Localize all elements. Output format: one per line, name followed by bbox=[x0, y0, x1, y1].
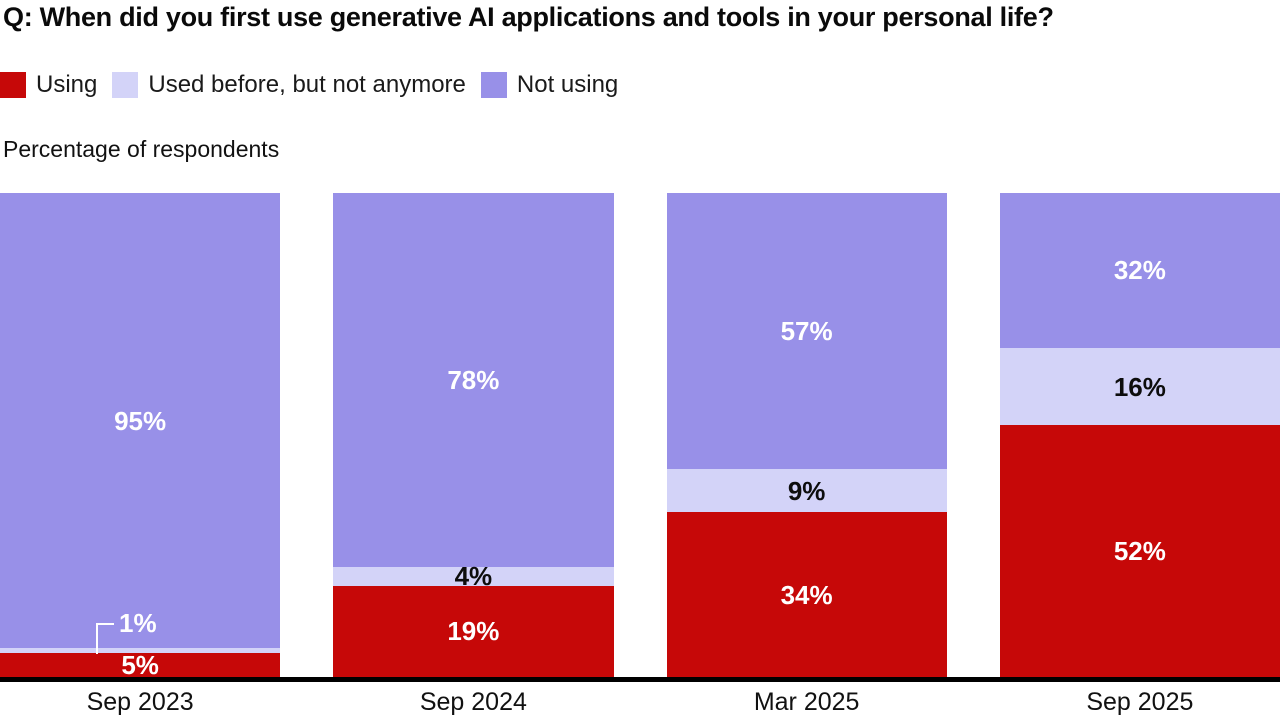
axis-title: Percentage of respondents bbox=[3, 136, 280, 162]
x-tick-sep-2024: Sep 2024 bbox=[419, 688, 527, 716]
segment-used-before: 4% bbox=[333, 563, 614, 589]
bar-sep-2023: 95% 5% 1% bbox=[0, 193, 281, 681]
x-tick-sep-2023: Sep 2023 bbox=[86, 688, 194, 716]
segment-used-before: 9% bbox=[666, 468, 947, 513]
value-label: 57% bbox=[780, 315, 833, 346]
value-label: 78% bbox=[447, 364, 500, 395]
segment-using: 19% bbox=[333, 585, 614, 677]
segment-used-before bbox=[0, 648, 281, 654]
bar-sep-2024: 78% 4% 19% bbox=[333, 193, 614, 677]
segment-using: 52% bbox=[999, 425, 1280, 677]
legend-swatch-used-before-icon bbox=[112, 72, 139, 98]
segment-not-using: 32% bbox=[999, 193, 1280, 348]
segment-not-using: 78% bbox=[333, 193, 614, 567]
value-label: 34% bbox=[780, 579, 833, 610]
stacked-bar-chart: 95% 5% 1% 78% 4% 19% 57% bbox=[0, 193, 1280, 681]
segment-not-using: 95% bbox=[0, 193, 281, 649]
legend-item-not-using: Not using bbox=[480, 71, 619, 99]
value-label: 9% bbox=[787, 475, 826, 506]
legend-label-not-using: Not using bbox=[516, 71, 619, 98]
segment-not-using: 57% bbox=[666, 193, 947, 469]
value-label: 95% bbox=[114, 405, 167, 436]
bar-sep-2025: 32% 16% 52% bbox=[999, 193, 1280, 677]
value-label: 52% bbox=[1113, 536, 1166, 567]
value-label: 19% bbox=[447, 616, 500, 647]
bar-mar-2025: 57% 9% 34% bbox=[666, 193, 947, 677]
value-label: 4% bbox=[454, 561, 493, 592]
legend-swatch-using-icon bbox=[0, 72, 26, 98]
page-title: Q: When did you first use generative AI … bbox=[3, 2, 1054, 32]
legend-label-used-before: Used before, but not anymore bbox=[148, 71, 466, 98]
segment-used-before: 16% bbox=[999, 347, 1280, 426]
legend-swatch-not-using-icon bbox=[480, 72, 507, 98]
segment-using: 5% bbox=[0, 650, 281, 681]
value-label: 16% bbox=[1113, 371, 1166, 402]
x-axis-labels: Sep 2023 Sep 2024 Mar 2025 Sep 2025 bbox=[0, 688, 1280, 717]
value-label: 5% bbox=[121, 650, 159, 681]
legend-item-using: Using bbox=[0, 71, 97, 99]
value-label: 32% bbox=[1113, 255, 1166, 286]
legend-item-used-before: Used before, but not anymore bbox=[112, 71, 466, 99]
x-axis-line bbox=[0, 677, 1280, 682]
x-tick-mar-2025: Mar 2025 bbox=[753, 688, 860, 716]
x-tick-sep-2025: Sep 2025 bbox=[1086, 688, 1194, 716]
legend: Using Used before, but not anymore Not u… bbox=[0, 71, 618, 99]
segment-using: 34% bbox=[666, 512, 947, 677]
legend-label-using: Using bbox=[36, 71, 98, 98]
